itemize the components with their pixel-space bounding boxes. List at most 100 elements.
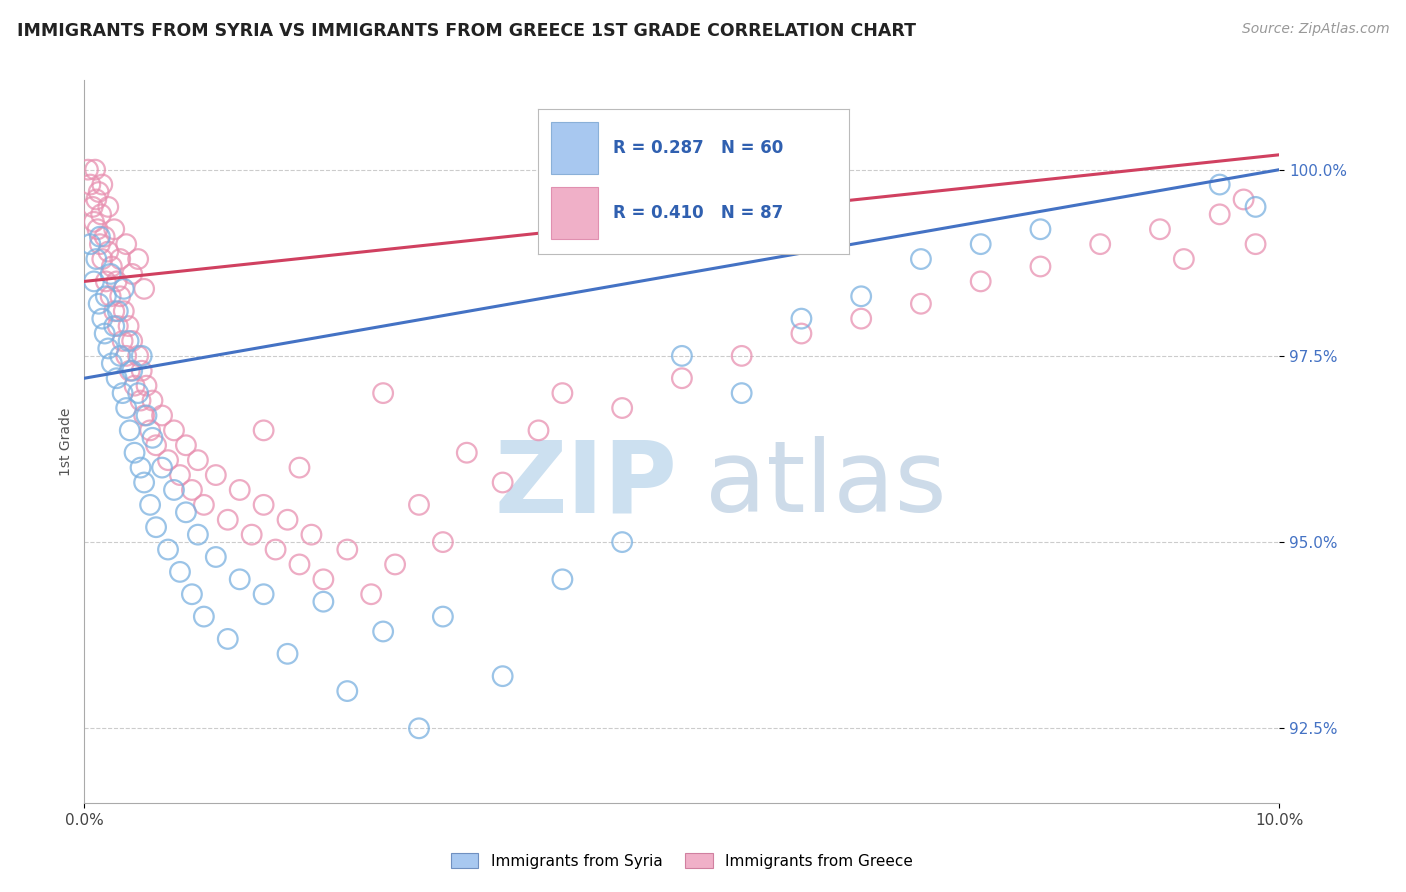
Point	[86, 252, 108, 266]
Point	[336, 684, 359, 698]
Point	[111, 334, 134, 348]
Point	[141, 431, 163, 445]
Point	[373, 624, 395, 639]
Point	[105, 371, 128, 385]
Point	[312, 595, 335, 609]
Point	[851, 311, 873, 326]
Point	[94, 274, 117, 288]
Point	[91, 178, 114, 192]
Point	[205, 549, 228, 564]
Text: IMMIGRANTS FROM SYRIA VS IMMIGRANTS FROM GREECE 1ST GRADE CORRELATION CHART: IMMIGRANTS FROM SYRIA VS IMMIGRANTS FROM…	[17, 22, 915, 40]
Point	[132, 475, 156, 490]
Point	[790, 326, 813, 341]
Point	[492, 669, 515, 683]
Point	[117, 334, 139, 348]
Point	[187, 453, 209, 467]
Point	[1244, 200, 1267, 214]
Point	[456, 446, 478, 460]
Point	[187, 527, 209, 541]
Point	[1173, 252, 1195, 266]
Point	[551, 386, 574, 401]
Point	[105, 274, 128, 288]
Point	[217, 632, 239, 646]
Point	[107, 319, 129, 334]
Point	[1209, 207, 1232, 221]
Point	[373, 386, 395, 401]
Point	[288, 558, 311, 572]
Point	[129, 393, 152, 408]
Point	[910, 297, 932, 311]
Point	[121, 364, 143, 378]
Point	[84, 162, 107, 177]
Point	[790, 311, 813, 326]
Point	[127, 252, 149, 266]
Point	[1090, 237, 1112, 252]
Point	[103, 319, 125, 334]
Point	[193, 498, 215, 512]
Point	[150, 460, 173, 475]
Point	[145, 438, 167, 452]
Point	[131, 349, 153, 363]
Point	[86, 222, 108, 236]
Point	[432, 535, 454, 549]
Text: Source: ZipAtlas.com: Source: ZipAtlas.com	[1241, 22, 1389, 37]
Point	[551, 572, 574, 586]
Point	[89, 229, 111, 244]
Point	[253, 423, 276, 437]
Point	[82, 200, 104, 214]
Point	[121, 334, 143, 348]
Point	[132, 409, 156, 423]
Point	[118, 423, 141, 437]
Point	[115, 401, 138, 415]
Point	[145, 520, 167, 534]
Point	[117, 319, 139, 334]
Point	[93, 326, 115, 341]
Point	[671, 371, 693, 385]
Point	[851, 289, 873, 303]
Point	[253, 498, 276, 512]
Point	[731, 349, 754, 363]
Point	[910, 252, 932, 266]
Point	[229, 483, 252, 497]
Point	[87, 185, 110, 199]
Point	[432, 609, 454, 624]
Point	[1149, 222, 1171, 236]
Point	[127, 386, 149, 401]
Point	[79, 178, 101, 192]
Text: ZIP: ZIP	[495, 436, 678, 533]
Point	[115, 237, 138, 252]
Point	[360, 587, 382, 601]
Point	[277, 513, 299, 527]
Point	[127, 349, 149, 363]
Point	[97, 200, 120, 214]
Point	[174, 505, 197, 519]
Point	[301, 527, 323, 541]
Point	[253, 587, 276, 601]
Point	[91, 311, 114, 326]
Point	[157, 453, 180, 467]
Point	[970, 274, 993, 288]
Point	[612, 401, 634, 415]
Point	[181, 483, 204, 497]
Point	[110, 252, 132, 266]
Point	[112, 304, 135, 318]
Point	[240, 527, 263, 541]
Point	[111, 386, 134, 401]
Point	[132, 282, 156, 296]
Point	[93, 229, 115, 244]
Point	[312, 572, 335, 586]
Point	[118, 364, 141, 378]
Point	[384, 558, 406, 572]
Point	[157, 542, 180, 557]
Point	[129, 460, 152, 475]
Y-axis label: 1st Grade: 1st Grade	[59, 408, 73, 475]
Point	[1209, 178, 1232, 192]
Point	[103, 222, 125, 236]
Point	[163, 483, 186, 497]
Point	[174, 438, 197, 452]
Point	[121, 267, 143, 281]
Point	[112, 282, 135, 296]
Point	[91, 252, 114, 266]
Point	[97, 244, 120, 259]
Point	[612, 535, 634, 549]
